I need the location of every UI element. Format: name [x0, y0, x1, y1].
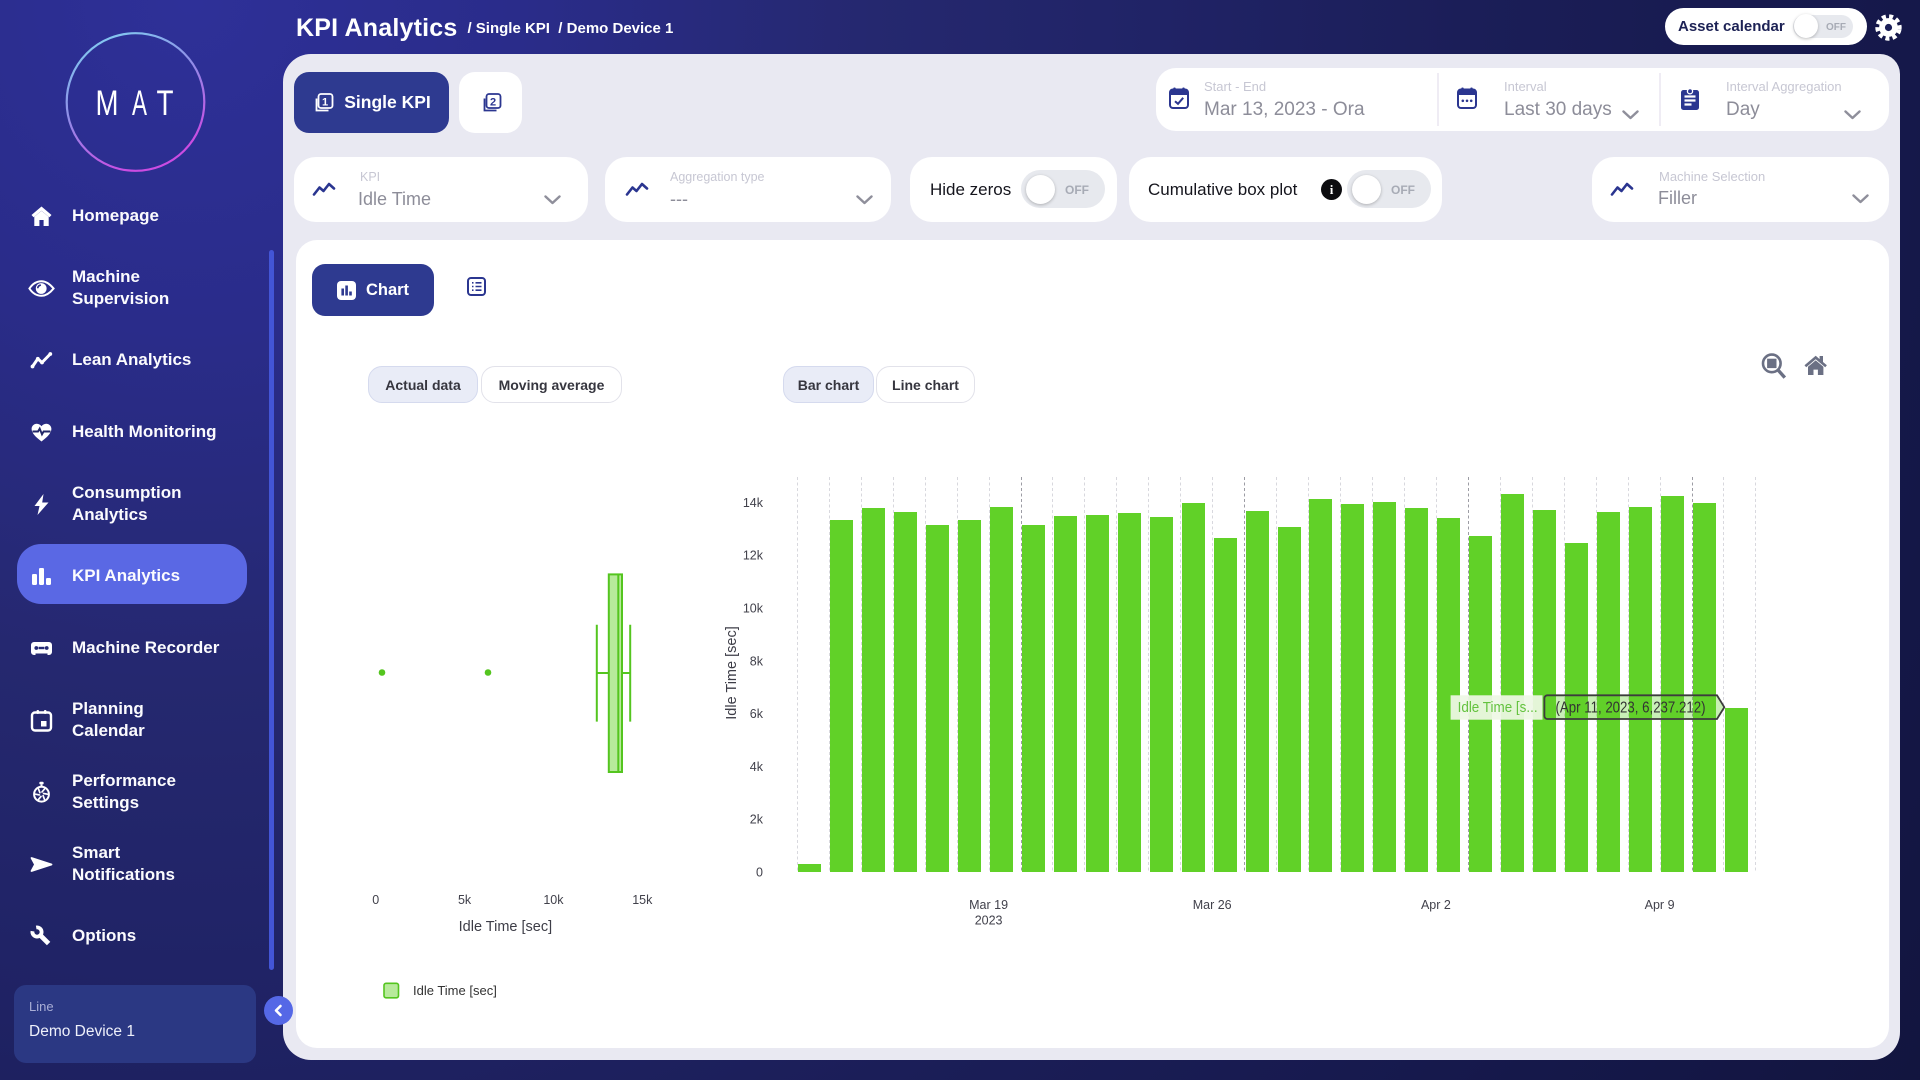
svg-text:5k: 5k — [458, 893, 472, 907]
svg-text:0: 0 — [756, 866, 763, 880]
svg-text:15k: 15k — [632, 893, 653, 907]
svg-text:6k: 6k — [750, 707, 764, 721]
svg-text:Idle Time [sec]: Idle Time [sec] — [724, 626, 740, 719]
svg-text:A: A — [132, 84, 147, 123]
svg-text:4k: 4k — [750, 760, 764, 774]
svg-text:14k: 14k — [743, 496, 764, 510]
svg-text:Mar 26: Mar 26 — [1193, 898, 1232, 912]
svg-text:Apr 9: Apr 9 — [1645, 898, 1675, 912]
svg-text:1: 1 — [322, 96, 328, 108]
svg-text:Idle Time [sec]: Idle Time [sec] — [459, 919, 552, 935]
svg-text:10k: 10k — [543, 893, 564, 907]
svg-text:Mar 19: Mar 19 — [969, 898, 1008, 912]
svg-text:T: T — [157, 84, 174, 123]
svg-text:10k: 10k — [743, 602, 764, 616]
svg-text:Idle Time [sec]: Idle Time [sec] — [413, 983, 497, 998]
svg-text:(Apr 11, 2023, 6,237.212): (Apr 11, 2023, 6,237.212) — [1556, 700, 1706, 717]
svg-text:2023: 2023 — [975, 914, 1003, 928]
svg-text:Apr 2: Apr 2 — [1421, 898, 1451, 912]
svg-text:12k: 12k — [743, 549, 764, 563]
svg-text:0: 0 — [372, 893, 379, 907]
svg-text:8k: 8k — [750, 654, 764, 668]
svg-text:2k: 2k — [750, 813, 764, 827]
svg-text:2: 2 — [490, 96, 496, 108]
svg-text:Idle Time [s...: Idle Time [s... — [1458, 700, 1538, 716]
svg-text:M: M — [96, 84, 119, 123]
